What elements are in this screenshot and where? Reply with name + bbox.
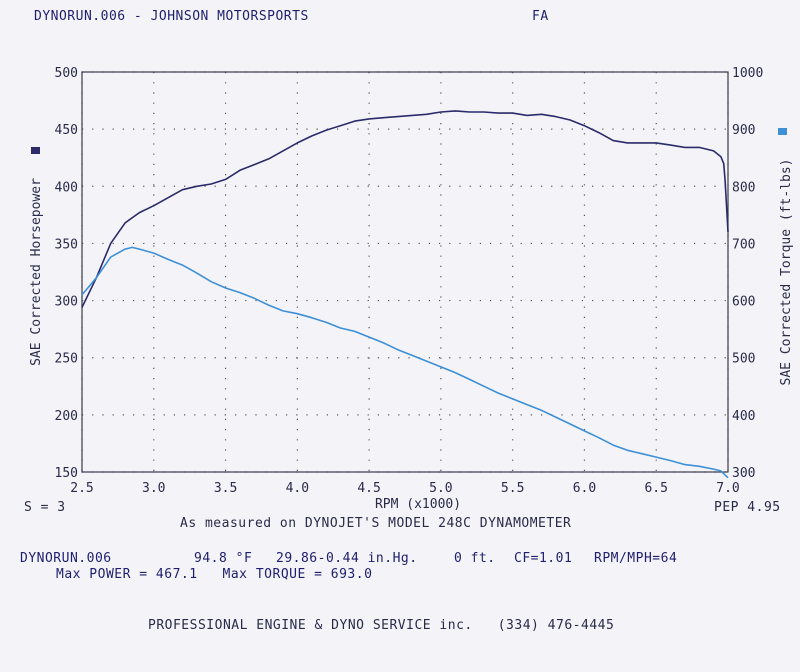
- dyno-chart: 2.5 3.0 3.5 4.0 4.5 5.0 5.5 6.0 6.5 7.0 150 200 250 3…: [29, 66, 794, 512]
- x-tick-label: 4.5: [357, 481, 380, 496]
- y-left-tick-label: 450: [55, 123, 78, 138]
- y-right-tick-label: 700: [732, 237, 755, 252]
- x-tick-label: 4.0: [286, 481, 309, 496]
- x-tick-label: 7.0: [716, 481, 739, 496]
- y-right-tick-label: 300: [732, 466, 755, 481]
- x-tick-label: 2.5: [70, 481, 93, 496]
- y-left-tick-label: 300: [55, 295, 78, 310]
- header-tag: FA: [532, 9, 549, 24]
- torque-marker: [778, 128, 787, 135]
- y-left-tick-label: 200: [55, 409, 78, 424]
- y-right-tick-label: 600: [732, 295, 755, 310]
- run-alt: 0 ft.: [454, 551, 496, 566]
- file-title: DYNORUN.006 - JOHNSON MOTORSPORTS: [34, 9, 309, 24]
- x-tick-label: 5.5: [501, 481, 524, 496]
- y-right-axis-label: SAE Corrected Torque (ft-lbs): [779, 159, 794, 386]
- y-right-tick-label: 900: [732, 123, 755, 138]
- y-left-tick-label: 500: [55, 66, 78, 81]
- y-left-tick-label: 250: [55, 352, 78, 367]
- horsepower-line: [81, 110, 729, 308]
- plot-frame: [81, 71, 729, 473]
- x-tick-label: 6.0: [573, 481, 596, 496]
- y-right-tick-label: 500: [732, 352, 755, 367]
- x-tick-label: 3.5: [214, 481, 237, 496]
- x-tick-label: 3.0: [142, 481, 165, 496]
- horsepower-marker: [31, 147, 40, 154]
- x-tick-label: 6.5: [644, 481, 667, 496]
- run-file: DYNORUN.006: [20, 551, 112, 566]
- max-values: Max POWER = 467.1 Max TORQUE = 693.0: [56, 567, 373, 582]
- y-left-tick-label: 400: [55, 180, 78, 195]
- pep-value: PEP 4.95: [714, 500, 781, 515]
- y-right-tick-label: 800: [732, 180, 755, 195]
- y-left-axis-label: SAE Corrected Horsepower: [29, 178, 44, 366]
- y-right-tick-label: 400: [732, 409, 755, 424]
- y-left-tick-label: 350: [55, 237, 78, 252]
- torque-line: [81, 246, 729, 479]
- x-tick-label: 5.0: [429, 481, 452, 496]
- run-rpm-mph: RPM/MPH=64: [594, 551, 678, 566]
- shop-line: PROFESSIONAL ENGINE & DYNO SERVICE inc. …: [148, 618, 615, 633]
- y-right-tick-label: 1000: [732, 66, 763, 81]
- run-baro: 29.86-0.44 in.Hg.: [276, 551, 418, 566]
- dyno-model-line: As measured on DYNOJET'S MODEL 248C DYNA…: [180, 516, 572, 531]
- y-left-tick-label: 150: [55, 466, 78, 481]
- run-cf: CF=1.01: [514, 551, 573, 566]
- run-temp: 94.8 °F: [194, 551, 253, 566]
- s-value: S = 3: [24, 500, 66, 515]
- x-axis-label: RPM (x1000): [375, 497, 461, 512]
